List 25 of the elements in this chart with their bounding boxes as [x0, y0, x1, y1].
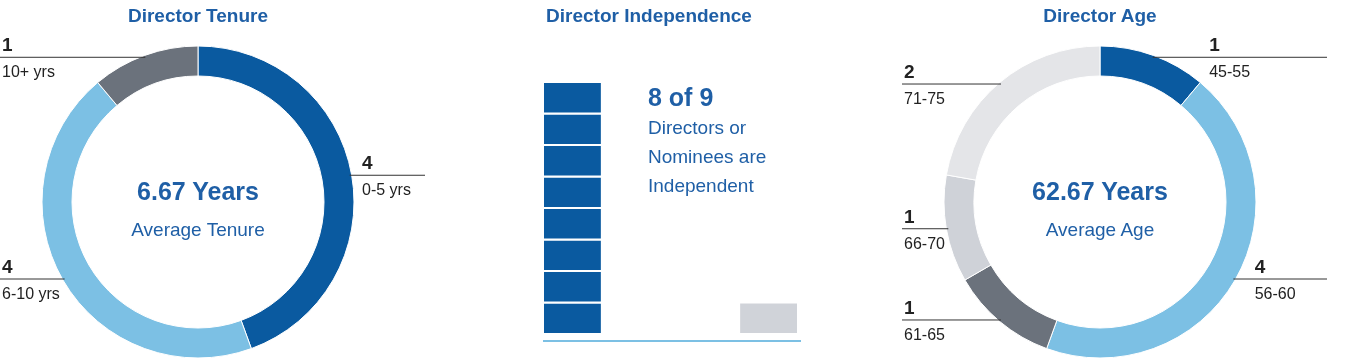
- annotation: 8 of 9: [648, 83, 714, 111]
- data-label: 4: [1254, 256, 1266, 277]
- slice-label: 45-55: [1209, 63, 1251, 81]
- data-label: 1: [1209, 34, 1221, 56]
- slice-label: 61-65: [904, 325, 946, 343]
- text: 6.67 Years: [137, 177, 259, 205]
- slice-label: 71-75: [904, 90, 946, 108]
- slice-label: 10+ yrs: [2, 63, 55, 81]
- text: 62.67 Years: [1032, 177, 1168, 205]
- annotation: Directors or Nominees are Independent: [648, 117, 767, 196]
- slice-label: 56-60: [1254, 285, 1296, 302]
- data-label: 4: [362, 152, 373, 174]
- data-label: 1: [904, 296, 915, 318]
- chart-title: Director Independence: [546, 5, 752, 26]
- slice-label: 66-70: [904, 234, 946, 252]
- chart-title: Director Age: [1043, 5, 1157, 26]
- chart-title: Director Tenure: [127, 5, 269, 26]
- slice-label: 0-5 yrs: [362, 181, 411, 199]
- slice-label: 6-10 yrs: [2, 285, 60, 302]
- data-label: 4: [2, 256, 13, 277]
- data-label: 1: [904, 205, 915, 227]
- data-label: 1: [2, 34, 13, 56]
- text: Average Tenure: [131, 219, 265, 240]
- data-label: 2: [904, 61, 915, 83]
- text: Average Age: [1045, 219, 1155, 240]
